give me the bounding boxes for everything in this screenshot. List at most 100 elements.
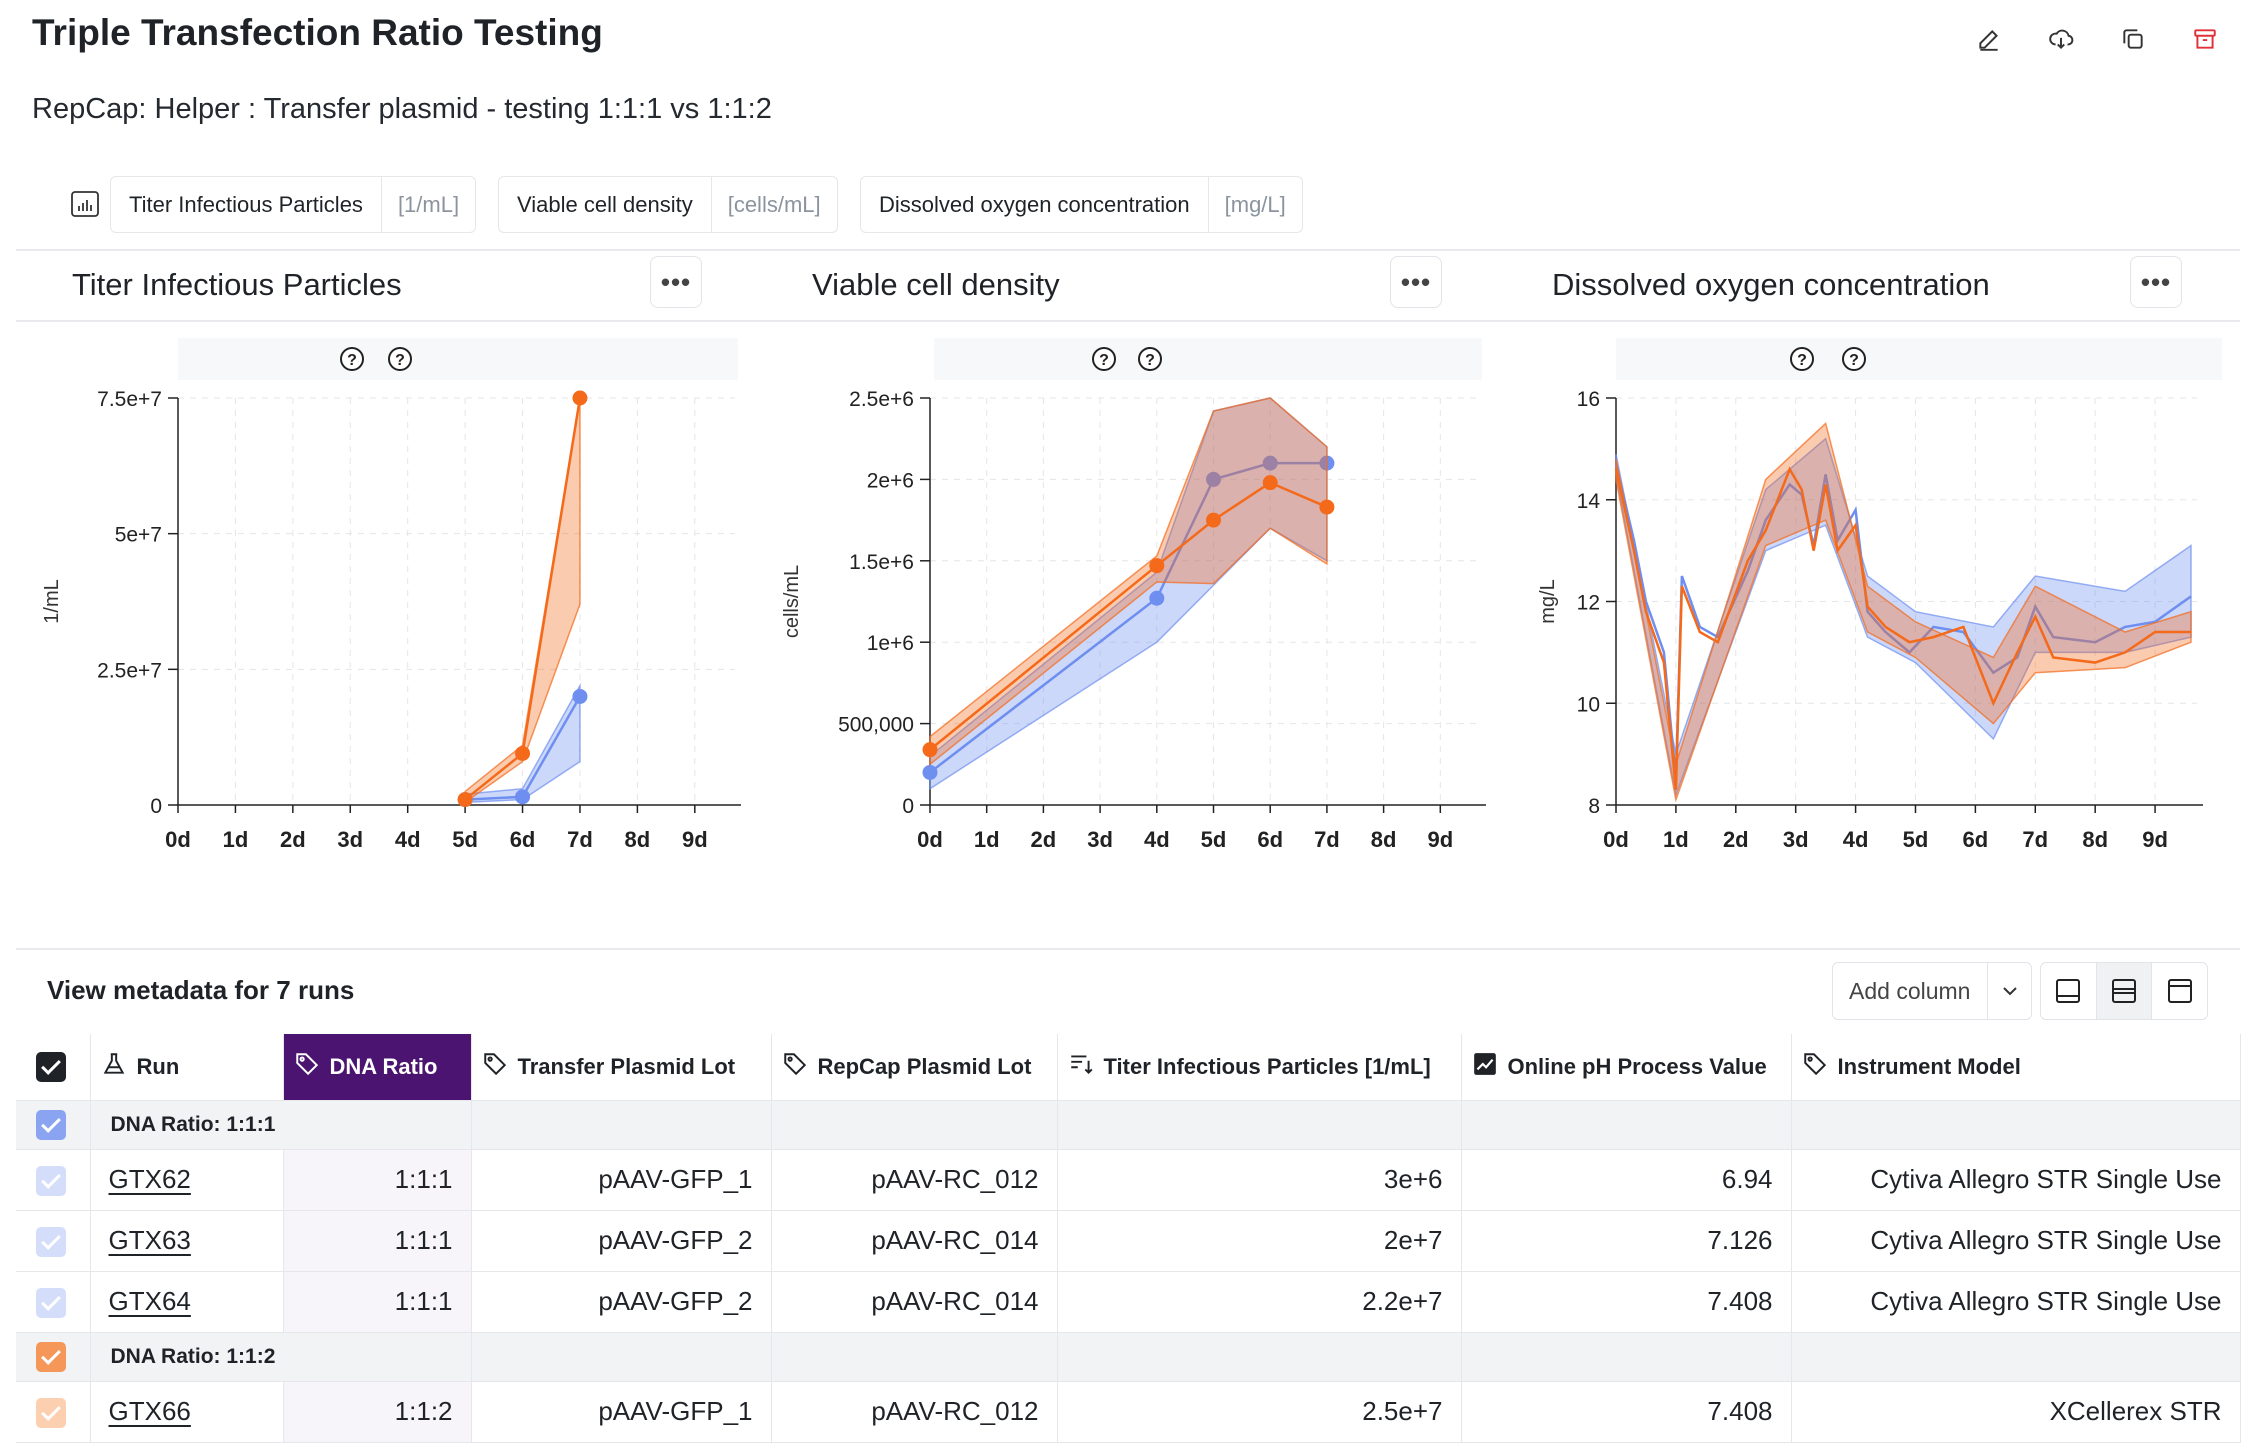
x-tick-label: 3d	[337, 827, 363, 852]
group-checkbox[interactable]	[36, 1109, 66, 1140]
x-tick-label: 3d	[1087, 827, 1113, 852]
column-header-instrument-model[interactable]: Instrument Model	[1791, 1034, 2241, 1101]
help-icon	[388, 347, 412, 371]
transfer-plasmid-cell: pAAV-GFP_2	[471, 1271, 772, 1333]
dissolved-oxygen-chart[interactable]: ? ? 0d 1d 2d 3d 4d 5d 6d 7d 8d 9d 8 10 12 14 16 mg/L	[1502, 330, 2252, 870]
group-checkbox[interactable]	[36, 1341, 66, 1372]
archive-icon[interactable]	[2188, 22, 2222, 56]
column-header-online-ph[interactable]: Online pH Process Value	[1461, 1034, 1792, 1101]
row-select-cell	[16, 1149, 91, 1211]
density-expanded-icon[interactable]	[2152, 963, 2207, 1019]
column-label: Instrument Model	[1837, 1053, 2021, 1079]
y-tick-label: 14	[1577, 490, 1601, 513]
instrument-cell: XCellerex STR	[1791, 1381, 2241, 1443]
run-link[interactable]: GTX63	[90, 1210, 284, 1272]
ph-cell: 6.94	[1461, 1149, 1792, 1211]
y-tick-label: 12	[1577, 592, 1600, 615]
repcap-plasmid-cell: pAAV-RC_012	[771, 1149, 1058, 1211]
chevron-down-icon[interactable]	[1987, 963, 2031, 1019]
empty-cell	[471, 1332, 772, 1382]
row-checkbox[interactable]	[36, 1287, 66, 1318]
column-header-titer[interactable]: Titer Infectious Particles [1/mL]	[1057, 1034, 1462, 1101]
y-tick-label: 7.5e+7	[97, 388, 162, 411]
viable-cell-density-chart[interactable]: ? ? 0d 1d 2d 3d 4d 5d 6d 7d 8d 9d 0 500,000 1e+6 1.5e+6…	[752, 330, 1502, 870]
series-line	[1614, 466, 2192, 790]
data-point	[515, 745, 531, 761]
help-icon	[1842, 347, 1866, 371]
chart-menu-button[interactable]: •••	[2130, 256, 2182, 308]
flask-icon	[101, 1051, 127, 1083]
chart-menu-button[interactable]: •••	[650, 256, 702, 308]
tag-icon	[482, 1051, 508, 1083]
data-point	[1262, 455, 1278, 471]
x-tick-label: 5d	[452, 827, 478, 852]
table-row[interactable]: GTX64 1:1:1 pAAV-GFP_2 pAAV-RC_014 2.2e+…	[16, 1271, 2241, 1333]
table-row[interactable]: GTX62 1:1:1 pAAV-GFP_1 pAAV-RC_012 3e+6 …	[16, 1149, 2241, 1211]
measurement-chip-viable-cell-density[interactable]: Viable cell density [cells/mL]	[498, 176, 838, 233]
group-row-1-1-1[interactable]: DNA Ratio: 1:1:1	[16, 1100, 2241, 1150]
row-checkbox[interactable]	[36, 1226, 66, 1257]
select-all-cell	[16, 1034, 91, 1101]
instrument-cell: Cytiva Allegro STR Single Use	[1791, 1210, 2241, 1272]
row-checkbox[interactable]	[36, 1397, 66, 1428]
page-description: RepCap: Helper : Transfer plasmid - test…	[32, 93, 772, 125]
tag-icon	[294, 1051, 320, 1083]
data-point	[572, 688, 588, 704]
column-header-transfer-plasmid-lot[interactable]: Transfer Plasmid Lot	[471, 1034, 772, 1101]
data-point	[922, 742, 938, 758]
run-link[interactable]: GTX64	[90, 1271, 284, 1333]
data-point	[1206, 471, 1222, 487]
x-tick-label: 5d	[1903, 827, 1929, 852]
x-tick-label: 0d	[165, 827, 191, 852]
chart-title-viable-cell-density: Viable cell density	[812, 267, 1060, 302]
download-icon[interactable]	[2044, 22, 2078, 56]
help-icon	[1092, 347, 1116, 371]
x-tick-label: 2d	[1031, 827, 1057, 852]
x-tick-label: 5d	[1201, 827, 1227, 852]
duplicate-icon[interactable]	[2116, 22, 2150, 56]
y-tick-label: 500,000	[838, 714, 914, 737]
sort-icon	[1068, 1051, 1094, 1083]
chip-name: Titer Infectious Particles	[129, 191, 363, 217]
titer-chart[interactable]: ? ? 0d 1d 2d 3d 4d 5d 6d 7d 8d 9d 0 2.5e+7 5e+7 7.5e+7 1…	[0, 330, 750, 870]
x-tick-label: 7d	[1314, 827, 1340, 852]
series-band	[929, 397, 1328, 766]
metadata-table: Run DNA Ratio Transfer Plasmid Lot RepCa…	[16, 1034, 2241, 1443]
row-checkbox[interactable]	[36, 1165, 66, 1196]
x-tick-label: 6d	[1963, 827, 1989, 852]
table-row[interactable]: GTX63 1:1:1 pAAV-GFP_2 pAAV-RC_014 2e+7 …	[16, 1210, 2241, 1272]
table-row[interactable]: GTX66 1:1:2 pAAV-GFP_1 pAAV-RC_012 2.5e+…	[16, 1381, 2241, 1443]
group-row-1-1-2[interactable]: DNA Ratio: 1:1:2	[16, 1332, 2241, 1382]
chart-legend-icon[interactable]	[70, 190, 104, 220]
titer-cell: 2.5e+7	[1057, 1381, 1462, 1443]
x-tick-label: 0d	[1603, 827, 1629, 852]
pencil-icon[interactable]	[1972, 22, 2006, 56]
column-label: Online pH Process Value	[1507, 1053, 1767, 1079]
run-link[interactable]: GTX62	[90, 1149, 284, 1211]
add-column-dropdown[interactable]: Add column	[1832, 962, 2032, 1020]
column-label: RepCap Plasmid Lot	[817, 1053, 1032, 1079]
x-tick-label: 0d	[917, 827, 943, 852]
empty-cell	[771, 1100, 1058, 1150]
chart-toolbar	[1616, 338, 2222, 380]
density-compact-icon[interactable]	[2041, 963, 2097, 1019]
tag-icon	[782, 1051, 808, 1083]
data-point	[1262, 475, 1278, 491]
help-icon-glyph: ?	[395, 352, 405, 369]
x-tick-label: 9d	[1427, 827, 1453, 852]
divider	[16, 320, 2240, 322]
x-tick-label: 8d	[1371, 827, 1397, 852]
data-point	[1149, 590, 1165, 606]
column-header-repcap-plasmid-lot[interactable]: RepCap Plasmid Lot	[771, 1034, 1058, 1101]
metadata-title: View metadata for 7 runs	[47, 975, 355, 1005]
measurement-chip-dissolved-oxygen[interactable]: Dissolved oxygen concentration [mg/L]	[860, 176, 1303, 233]
column-header-dna-ratio[interactable]: DNA Ratio	[283, 1034, 472, 1101]
column-header-run[interactable]: Run	[90, 1034, 284, 1101]
x-tick-label: 7d	[2022, 827, 2048, 852]
select-all-checkbox[interactable]	[36, 1051, 66, 1082]
measurement-chip-titer[interactable]: Titer Infectious Particles [1/mL]	[110, 176, 477, 233]
run-link[interactable]: GTX66	[90, 1381, 284, 1443]
row-select-cell	[16, 1271, 91, 1333]
density-medium-icon[interactable]	[2096, 963, 2153, 1019]
chart-menu-button[interactable]: •••	[1390, 256, 1442, 308]
